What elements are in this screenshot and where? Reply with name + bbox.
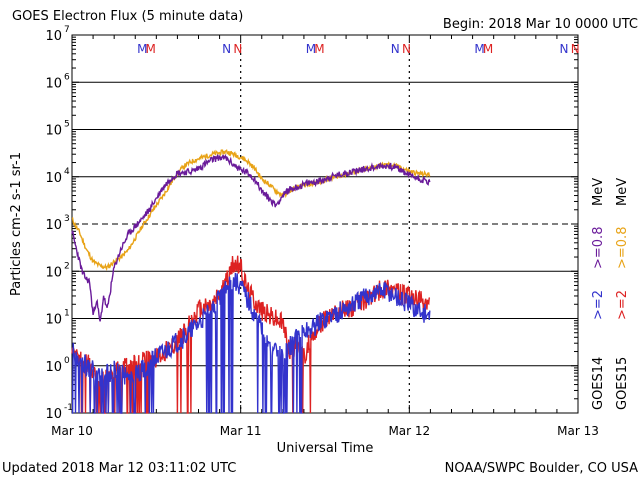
x-tick-label: Mar 12 <box>388 424 430 438</box>
marker-label: N <box>222 42 231 56</box>
x-tick-label: Mar 11 <box>220 424 262 438</box>
marker-label: N <box>571 42 580 56</box>
y-tick-label: 10 <box>45 171 62 186</box>
y-tick-exponent: 4 <box>64 167 70 177</box>
legend-entry: >=2 <box>591 290 606 320</box>
y-tick-label: 10 <box>45 124 62 139</box>
legend-satellite: GOES15 <box>615 357 630 410</box>
marker-label: N <box>391 42 400 56</box>
updated-timestamp: Updated 2018 Mar 12 03:11:02 UTC <box>2 461 236 476</box>
series-line <box>71 153 431 322</box>
marker-label: M <box>146 42 156 56</box>
y-tick-exponent: -1 <box>64 403 73 413</box>
marker-label: M <box>483 42 493 56</box>
y-tick-label: 10 <box>45 218 62 233</box>
marker-label: M <box>474 42 484 56</box>
y-tick-exponent: 1 <box>64 309 70 319</box>
legend-satellite: GOES14 <box>591 357 606 410</box>
x-tick-label: Mar 10 <box>51 424 93 438</box>
legend-unit: MeV <box>591 178 606 206</box>
legend-entry: >=0.8 <box>615 227 630 269</box>
series-line <box>71 272 431 414</box>
marker-label: M <box>314 42 324 56</box>
y-tick-exponent: 3 <box>64 214 70 224</box>
y-tick-exponent: 2 <box>64 261 70 271</box>
y-tick-label: 10 <box>45 313 62 328</box>
x-tick-label: Mar 13 <box>557 424 599 438</box>
y-tick-exponent: 0 <box>64 356 70 366</box>
marker-label: N <box>233 42 242 56</box>
y-tick-label: 10 <box>45 76 62 91</box>
marker-label: M <box>306 42 316 56</box>
legend-unit: MeV <box>615 178 630 206</box>
credit-label: NOAA/SWPC Boulder, CO USA <box>445 461 638 476</box>
chart-title: GOES Electron Flux (5 minute data) <box>12 9 243 24</box>
marker-label: M <box>137 42 147 56</box>
marker-label: N <box>402 42 411 56</box>
y-tick-exponent: 7 <box>64 25 70 35</box>
series-line <box>71 148 431 271</box>
y-tick-exponent: 6 <box>64 72 70 82</box>
begin-time-label: Begin: 2018 Mar 10 0000 UTC <box>443 17 638 32</box>
y-tick-label: 10 <box>45 29 62 44</box>
y-tick-label: 10 <box>45 407 62 422</box>
y-tick-exponent: 5 <box>64 120 70 130</box>
y-axis-label: Particles cm-2 s-1 sr-1 <box>9 152 24 296</box>
x-axis-label: Universal Time <box>277 441 374 456</box>
legend-entry: >=2 <box>615 290 630 320</box>
legend-entry: >=0.8 <box>591 227 606 269</box>
y-tick-label: 10 <box>45 265 62 280</box>
marker-label: N <box>559 42 568 56</box>
y-tick-label: 10 <box>45 360 62 375</box>
